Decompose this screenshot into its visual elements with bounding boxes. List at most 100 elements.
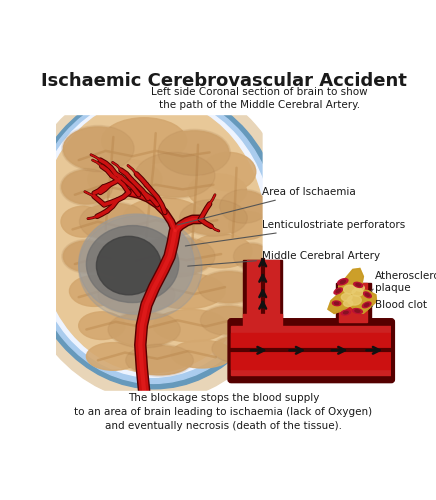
Text: Atherosclerotic
plaque: Atherosclerotic plaque [375, 270, 436, 293]
Bar [246, 260, 279, 322]
Ellipse shape [63, 241, 109, 272]
Bar [231, 332, 392, 369]
Bar [243, 314, 282, 330]
Ellipse shape [355, 284, 364, 291]
Ellipse shape [332, 301, 341, 306]
Ellipse shape [221, 191, 267, 222]
Ellipse shape [160, 131, 229, 174]
Ellipse shape [336, 290, 340, 292]
Bar [48, 391, 233, 452]
Ellipse shape [148, 274, 225, 308]
Ellipse shape [344, 300, 353, 306]
Polygon shape [328, 268, 377, 314]
Ellipse shape [62, 170, 111, 204]
Ellipse shape [235, 244, 269, 268]
Ellipse shape [340, 280, 345, 283]
Ellipse shape [334, 302, 339, 304]
Bar [48, 52, 395, 114]
Bar [231, 326, 392, 375]
Ellipse shape [181, 201, 246, 235]
Text: Blood clot: Blood clot [375, 300, 427, 310]
Ellipse shape [108, 311, 181, 348]
Ellipse shape [198, 270, 260, 304]
Bar [263, 114, 395, 391]
Ellipse shape [98, 275, 175, 315]
Ellipse shape [341, 294, 352, 301]
Ellipse shape [123, 198, 204, 238]
Text: The blockage stops the blood supply
to an area of brain leading to ischaemia (la: The blockage stops the blood supply to a… [75, 392, 372, 430]
Ellipse shape [99, 276, 174, 314]
Text: Area of Ischaemia: Area of Ischaemia [177, 186, 356, 225]
Ellipse shape [171, 340, 233, 368]
Ellipse shape [352, 289, 363, 296]
Ellipse shape [180, 200, 247, 236]
Ellipse shape [96, 236, 161, 295]
Ellipse shape [365, 294, 369, 296]
FancyBboxPatch shape [228, 318, 395, 382]
Ellipse shape [126, 344, 194, 376]
Ellipse shape [344, 285, 356, 294]
Ellipse shape [214, 336, 260, 361]
Ellipse shape [337, 278, 348, 285]
Ellipse shape [63, 127, 133, 170]
Ellipse shape [88, 160, 162, 200]
Ellipse shape [202, 306, 256, 334]
Ellipse shape [136, 237, 214, 276]
Ellipse shape [62, 240, 111, 274]
Ellipse shape [109, 312, 179, 346]
Ellipse shape [69, 276, 119, 306]
Ellipse shape [191, 234, 252, 268]
Ellipse shape [188, 174, 246, 208]
Ellipse shape [347, 296, 361, 305]
Ellipse shape [78, 216, 202, 320]
Ellipse shape [135, 236, 215, 277]
Ellipse shape [135, 152, 215, 198]
Ellipse shape [102, 118, 187, 164]
Ellipse shape [344, 312, 348, 314]
Ellipse shape [78, 312, 125, 340]
Ellipse shape [33, 96, 273, 377]
Ellipse shape [364, 304, 369, 306]
Ellipse shape [201, 305, 257, 336]
Ellipse shape [212, 335, 261, 362]
Text: Lenticulostriate perforators: Lenticulostriate perforators [185, 220, 405, 246]
Ellipse shape [352, 308, 362, 314]
Bar [263, 106, 271, 406]
Ellipse shape [79, 202, 147, 241]
Text: Middle Cerebral Artery: Middle Cerebral Artery [188, 250, 380, 266]
Ellipse shape [15, 78, 296, 401]
Ellipse shape [233, 242, 270, 270]
Ellipse shape [86, 226, 179, 302]
Polygon shape [328, 268, 377, 314]
Ellipse shape [354, 282, 363, 288]
Ellipse shape [334, 288, 342, 294]
Ellipse shape [136, 154, 214, 197]
Ellipse shape [341, 310, 351, 315]
Ellipse shape [153, 310, 227, 342]
Ellipse shape [78, 214, 194, 314]
Bar [336, 284, 371, 322]
Ellipse shape [127, 346, 192, 375]
Bar [243, 260, 282, 322]
Ellipse shape [158, 130, 230, 176]
Ellipse shape [81, 203, 146, 240]
Ellipse shape [28, 91, 279, 384]
Bar [339, 284, 368, 322]
Ellipse shape [200, 272, 258, 302]
Ellipse shape [86, 342, 140, 370]
Ellipse shape [90, 240, 160, 277]
Ellipse shape [220, 190, 269, 223]
Text: Left side Coronal section of brain to show
the path of the Middle Cerebral Arter: Left side Coronal section of brain to sh… [151, 87, 368, 110]
Text: Ischaemic Cerebrovascular Accident: Ischaemic Cerebrovascular Accident [41, 72, 406, 90]
Ellipse shape [362, 302, 371, 308]
Ellipse shape [364, 292, 371, 298]
Ellipse shape [355, 310, 360, 312]
Ellipse shape [23, 87, 285, 389]
Ellipse shape [356, 284, 361, 286]
Ellipse shape [60, 168, 112, 205]
Ellipse shape [202, 152, 256, 191]
Ellipse shape [61, 206, 104, 237]
Ellipse shape [38, 98, 266, 372]
Ellipse shape [62, 126, 134, 172]
Ellipse shape [229, 212, 267, 240]
